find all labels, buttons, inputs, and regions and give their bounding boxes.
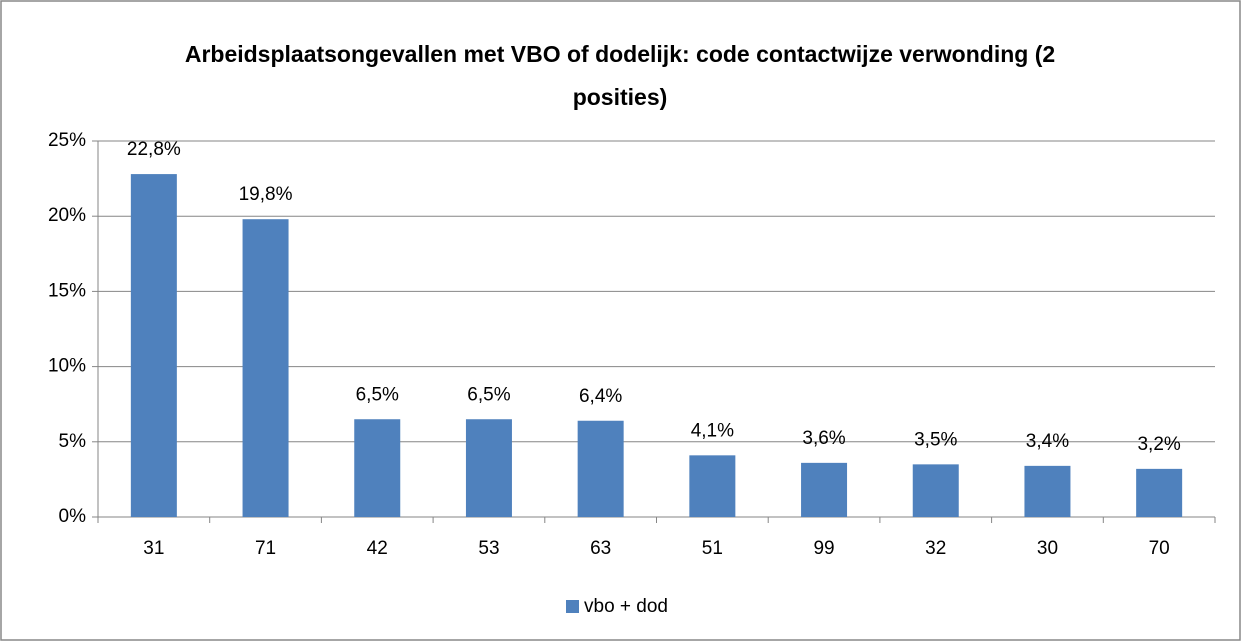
y-tick-label: 10% [48, 356, 86, 377]
bar [465, 419, 512, 517]
x-tick-label: 30 [1037, 538, 1058, 559]
data-label: 22,8% [127, 139, 181, 160]
y-tick-label: 20% [48, 205, 86, 226]
chart-title: Arbeidsplaatsongevallen met VBO of dodel… [184, 41, 1056, 110]
bar [801, 462, 848, 517]
x-tick-label: 70 [1149, 538, 1170, 559]
data-label: 3,5% [914, 429, 957, 450]
bar [242, 219, 289, 517]
bar [1136, 468, 1183, 517]
x-tick-label: 71 [255, 538, 276, 559]
data-label: 4,1% [691, 420, 734, 441]
data-label: 19,8% [239, 184, 293, 205]
bar [130, 174, 177, 517]
y-tick-label: 0% [59, 506, 87, 527]
legend-label: vbo + dod [584, 596, 668, 617]
x-tick-label: 99 [813, 538, 834, 559]
bar [689, 455, 736, 517]
x-tick-label: 53 [478, 538, 499, 559]
x-tick-label: 31 [143, 538, 164, 559]
bar [912, 464, 959, 517]
y-tick-label: 15% [48, 280, 86, 301]
legend-swatch [566, 600, 579, 613]
bar [577, 420, 624, 517]
data-label: 3,4% [1026, 431, 1069, 452]
y-tick-label: 25% [48, 130, 86, 151]
data-label: 6,4% [579, 386, 622, 407]
data-label: 6,5% [467, 384, 510, 405]
data-label: 6,5% [356, 384, 399, 405]
x-tick-label: 32 [925, 538, 946, 559]
bar [354, 419, 401, 517]
data-label: 3,2% [1137, 434, 1180, 455]
x-tick-label: 42 [367, 538, 388, 559]
x-tick-label: 63 [590, 538, 611, 559]
x-tick-label: 51 [702, 538, 723, 559]
y-tick-label: 5% [59, 431, 87, 452]
data-label: 3,6% [802, 428, 845, 449]
bar [1024, 465, 1071, 517]
